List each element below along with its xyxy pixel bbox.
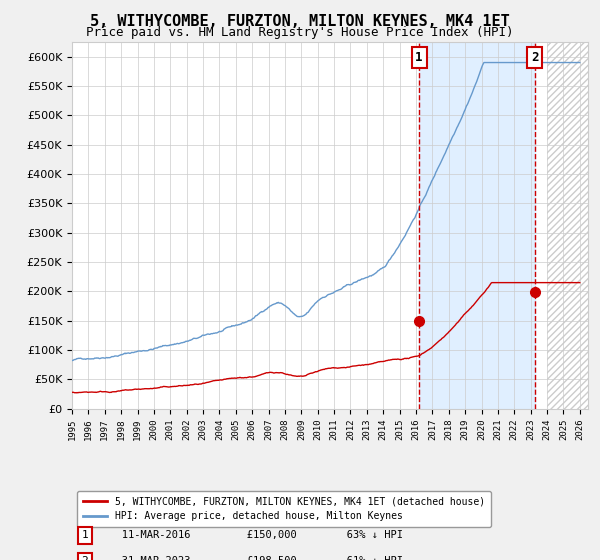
Bar <box>419 42 535 409</box>
Text: 2: 2 <box>531 51 539 64</box>
Text: 1: 1 <box>415 51 423 64</box>
Text: 31-MAR-2023         £198,500        61% ↓ HPI: 31-MAR-2023 £198,500 61% ↓ HPI <box>103 556 403 560</box>
Text: 11-MAR-2016         £150,000        63% ↓ HPI: 11-MAR-2016 £150,000 63% ↓ HPI <box>103 530 403 540</box>
Text: Price paid vs. HM Land Registry's House Price Index (HPI): Price paid vs. HM Land Registry's House … <box>86 26 514 39</box>
Bar <box>547 42 588 409</box>
Text: 2: 2 <box>82 556 88 560</box>
Text: 1: 1 <box>82 530 88 540</box>
Bar <box>547 42 588 409</box>
Legend: 5, WITHYCOMBE, FURZTON, MILTON KEYNES, MK4 1ET (detached house), HPI: Average pr: 5, WITHYCOMBE, FURZTON, MILTON KEYNES, M… <box>77 491 491 527</box>
Text: 5, WITHYCOMBE, FURZTON, MILTON KEYNES, MK4 1ET: 5, WITHYCOMBE, FURZTON, MILTON KEYNES, M… <box>90 14 510 29</box>
